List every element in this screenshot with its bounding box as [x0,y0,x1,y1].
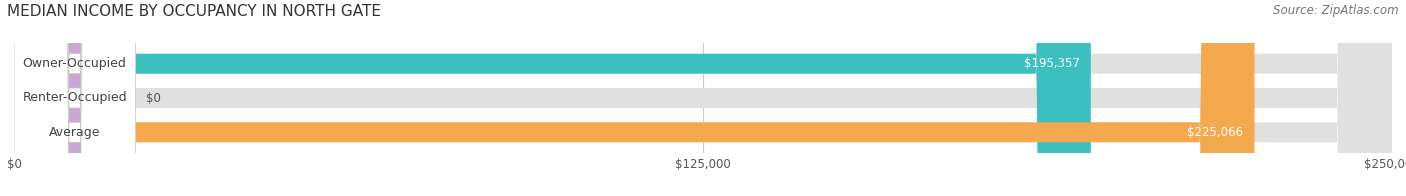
FancyBboxPatch shape [14,0,1254,196]
Text: Owner-Occupied: Owner-Occupied [22,57,127,70]
FancyBboxPatch shape [14,0,135,196]
FancyBboxPatch shape [14,0,87,196]
Text: Source: ZipAtlas.com: Source: ZipAtlas.com [1274,4,1399,17]
FancyBboxPatch shape [14,0,1392,196]
Text: Average: Average [49,126,100,139]
Text: $225,066: $225,066 [1188,126,1243,139]
Text: $0: $0 [146,92,162,104]
FancyBboxPatch shape [14,0,1392,196]
FancyBboxPatch shape [14,0,1091,196]
FancyBboxPatch shape [14,0,135,196]
Text: MEDIAN INCOME BY OCCUPANCY IN NORTH GATE: MEDIAN INCOME BY OCCUPANCY IN NORTH GATE [7,4,381,19]
FancyBboxPatch shape [14,0,1392,196]
Text: Renter-Occupied: Renter-Occupied [22,92,127,104]
FancyBboxPatch shape [14,0,135,196]
Text: $195,357: $195,357 [1024,57,1080,70]
